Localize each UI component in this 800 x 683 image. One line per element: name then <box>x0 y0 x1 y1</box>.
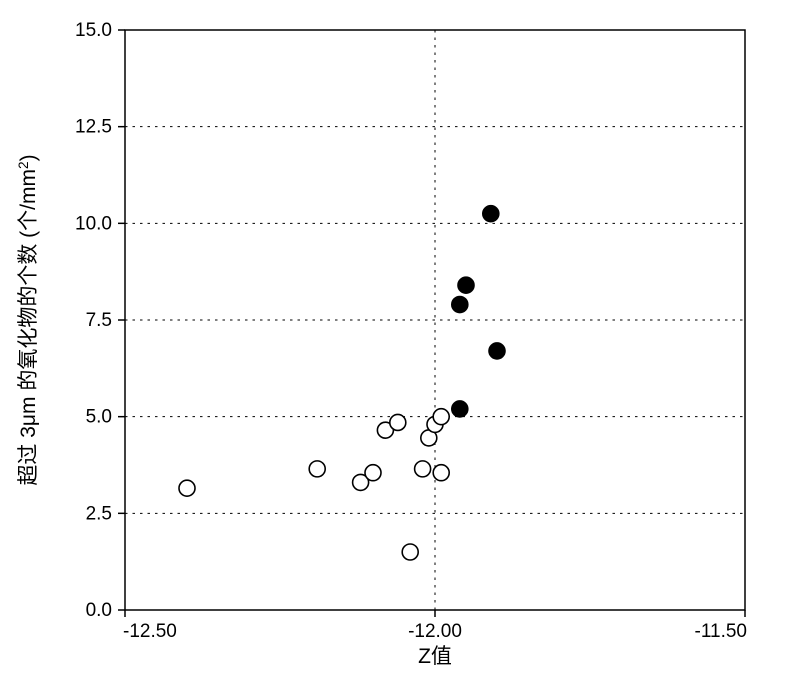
x-tick-label: -12.50 <box>123 621 177 642</box>
data-point <box>309 461 325 477</box>
data-point <box>365 465 381 481</box>
data-point <box>179 480 195 496</box>
data-point <box>402 544 418 560</box>
chart-background <box>0 0 800 683</box>
y-tick-label: 0.0 <box>86 600 112 621</box>
data-point <box>390 414 406 430</box>
x-tick-label: -11.50 <box>695 621 747 642</box>
data-point <box>415 461 431 477</box>
chart-svg: -12.50 -12.00 -11.50 0.0 2.5 5.0 7.5 10.0 12.5 15… <box>0 0 800 683</box>
y-tick-label: 2.5 <box>86 503 112 524</box>
data-point <box>483 206 499 222</box>
y-tick-label: 15.0 <box>75 20 112 41</box>
data-point <box>458 277 474 293</box>
data-point <box>452 297 468 313</box>
data-point <box>452 401 468 417</box>
x-axis-label: Z值 <box>418 645 452 668</box>
y-tick-label: 10.0 <box>75 213 112 234</box>
scatter-chart: -12.50 -12.00 -11.50 0.0 2.5 5.0 7.5 10.0 12.5 15… <box>0 0 800 683</box>
y-tick-label: 5.0 <box>86 407 112 428</box>
data-point <box>433 409 449 425</box>
y-axis-label: 超过 3μm 的氧化物的个数 (个/mm2) <box>16 154 41 485</box>
y-tick-label: 12.5 <box>75 117 112 138</box>
data-point <box>433 465 449 481</box>
y-tick-label: 7.5 <box>86 310 112 331</box>
data-point <box>489 343 505 359</box>
x-tick-label: -12.00 <box>408 621 462 642</box>
